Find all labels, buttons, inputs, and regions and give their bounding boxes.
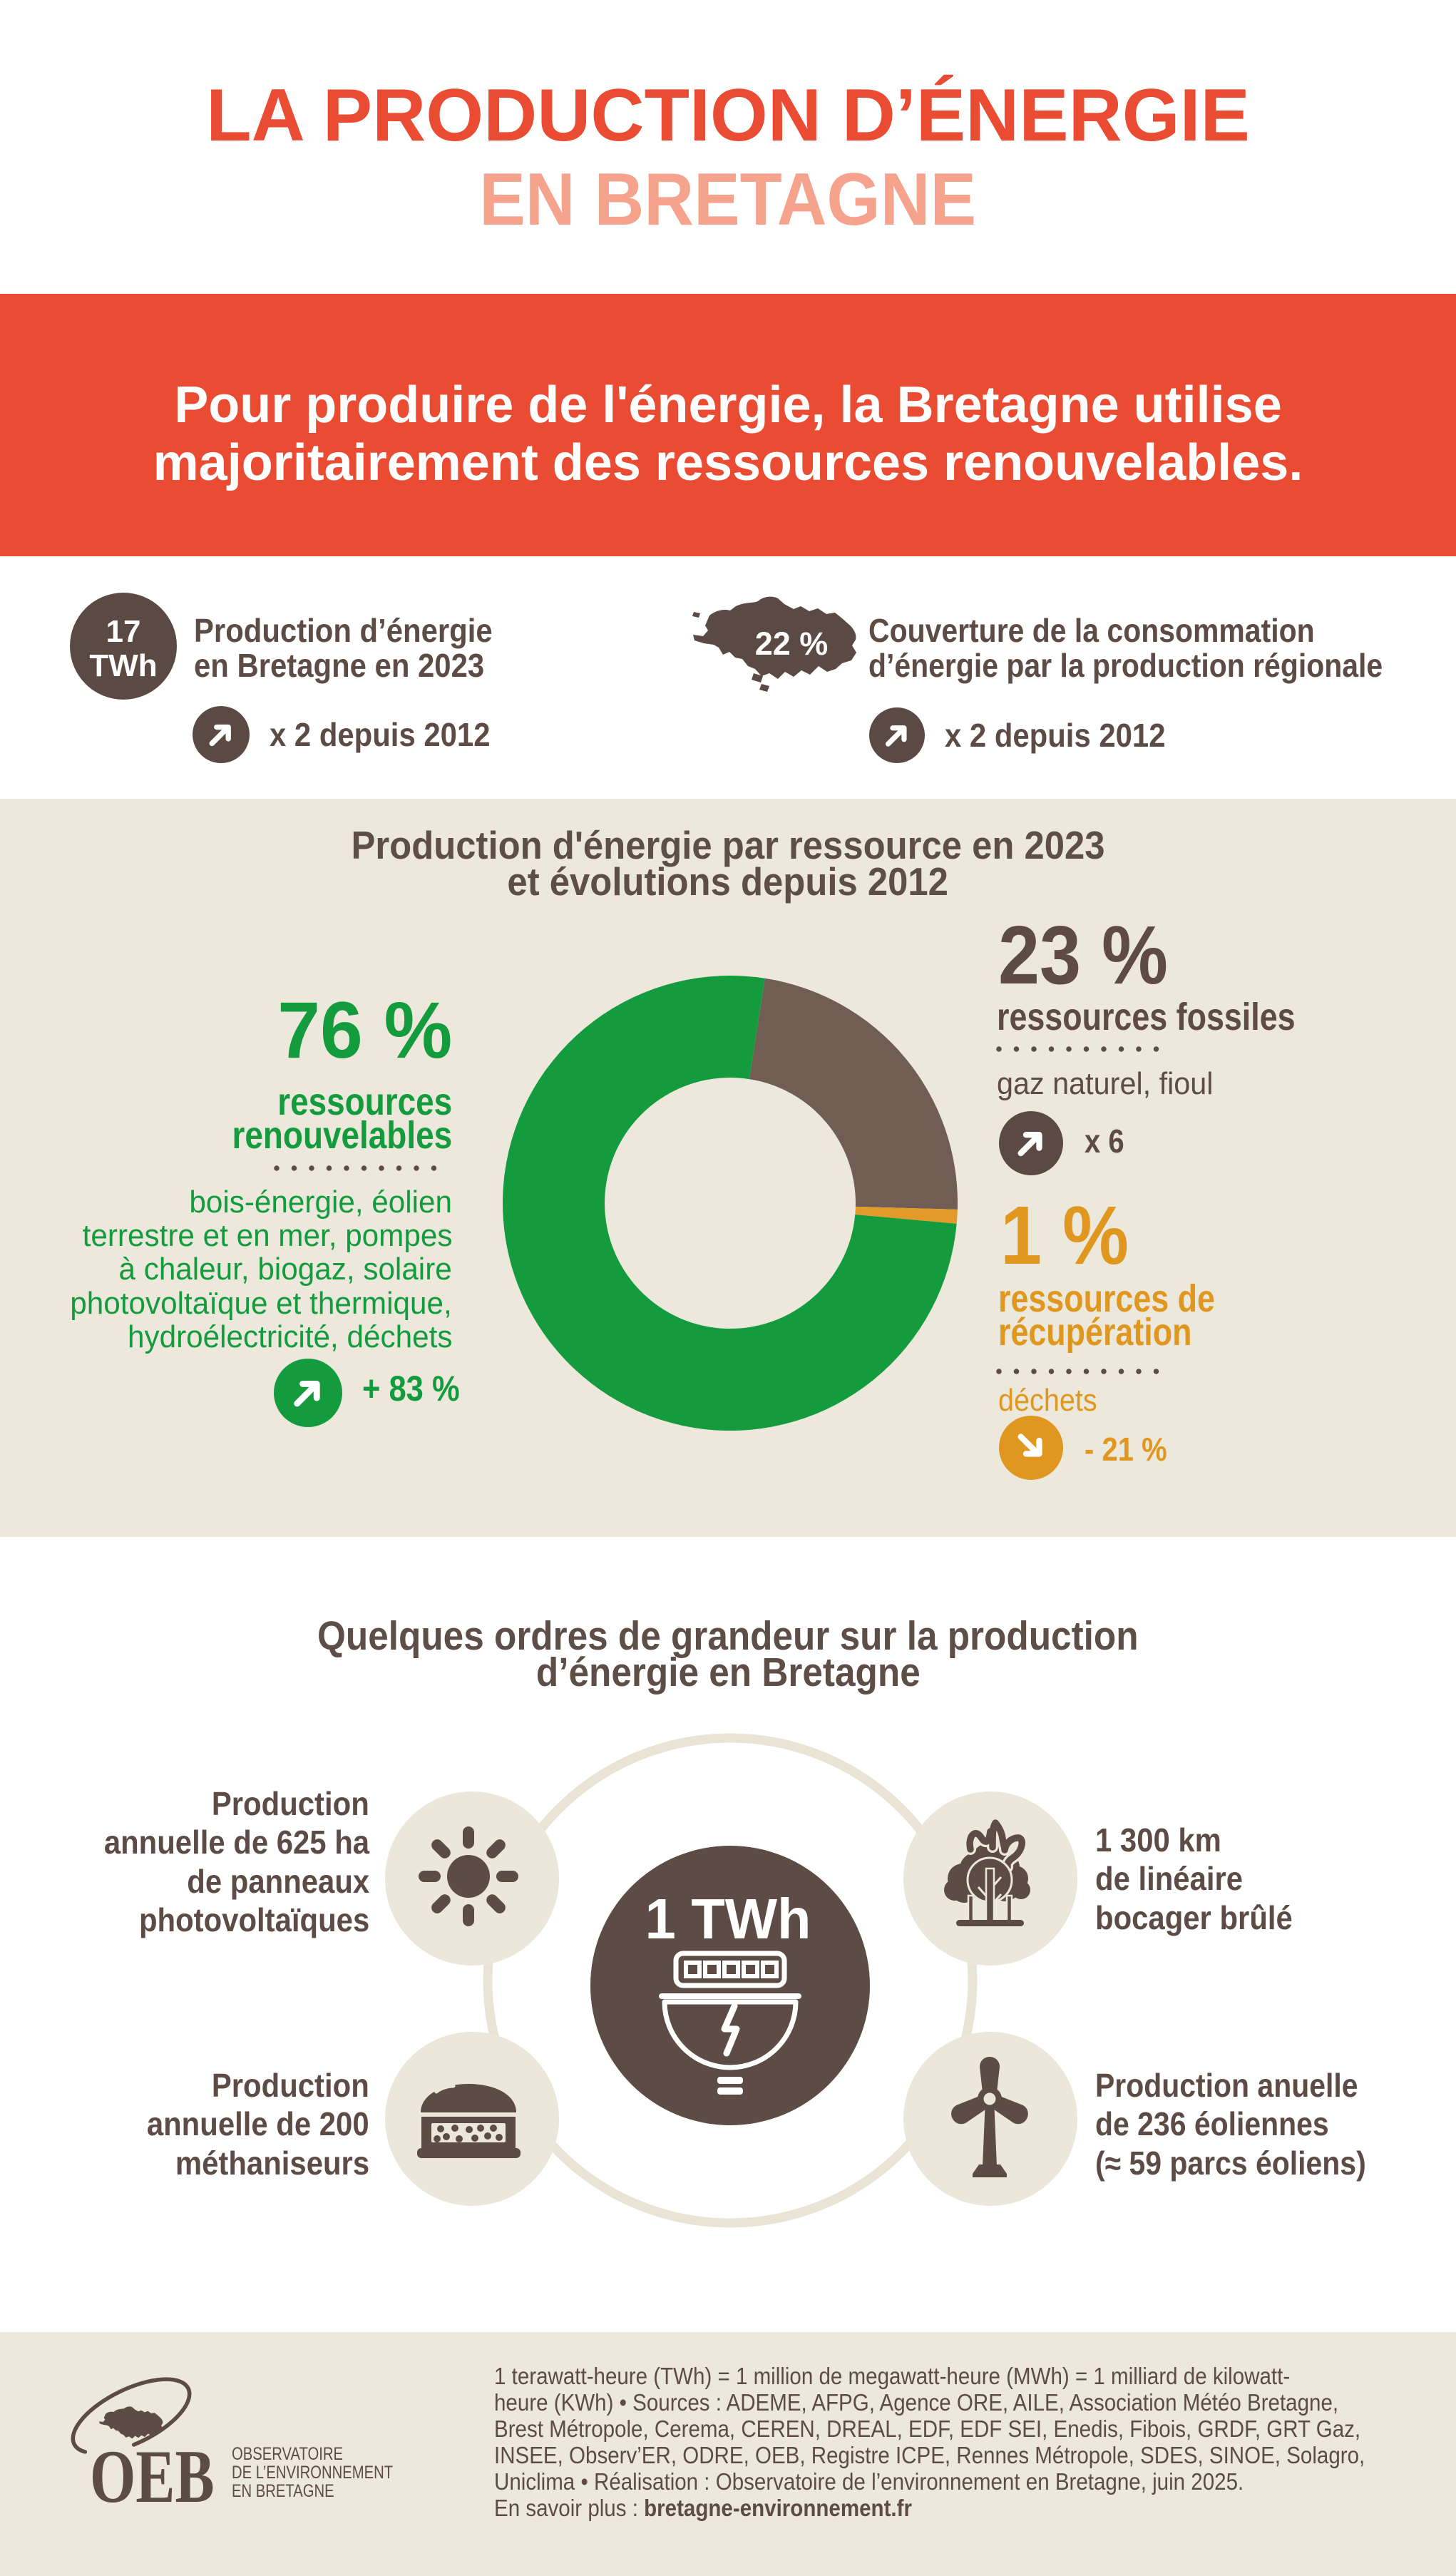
svg-text:22 %: 22 % [755, 625, 829, 662]
